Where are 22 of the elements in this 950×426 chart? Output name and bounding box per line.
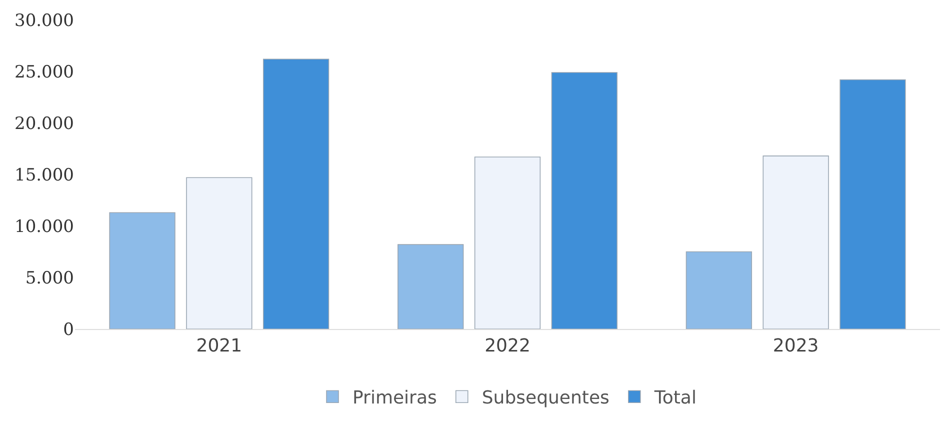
- bar: [398, 244, 464, 329]
- bar: [262, 58, 330, 329]
- bar: [762, 156, 829, 329]
- x-tick-label: 2022: [484, 336, 530, 357]
- y-tick-label: 10.000: [14, 216, 74, 237]
- y-tick-label: 5.000: [25, 268, 74, 288]
- x-tick-label: 2023: [772, 336, 819, 357]
- y-tick-label: 25.000: [14, 62, 74, 82]
- bar: [474, 156, 541, 329]
- bar: [551, 72, 618, 329]
- x-tick-label: 2021: [196, 336, 242, 357]
- bar: [186, 177, 252, 329]
- bar: [109, 212, 176, 329]
- bar: [686, 251, 752, 329]
- y-tick-label: 30.000: [14, 10, 74, 31]
- legend-label: Subsequentes: [482, 388, 610, 409]
- y-tick-label: 0: [63, 320, 74, 340]
- legend-label: Primeiras: [352, 388, 437, 409]
- legend-label: Total: [653, 388, 696, 409]
- y-tick-label: 15.000: [14, 165, 74, 186]
- bar: [840, 79, 906, 329]
- y-tick-label: 20.000: [14, 114, 74, 134]
